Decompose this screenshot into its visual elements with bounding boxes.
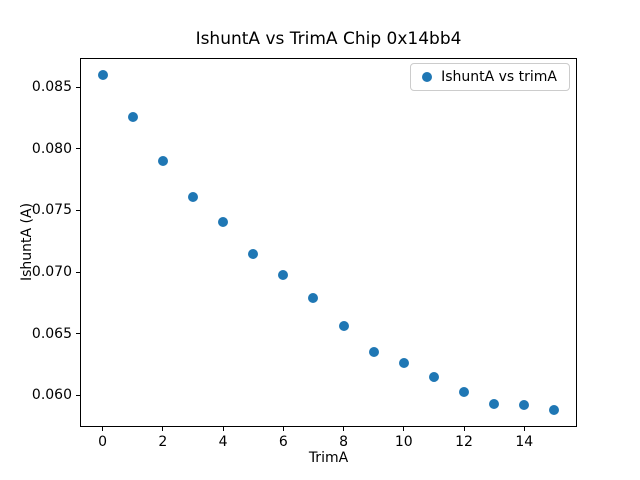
data-point	[428, 371, 439, 382]
y-tick	[76, 394, 80, 396]
data-point	[519, 400, 530, 411]
data-point	[187, 191, 198, 202]
x-tick-label: 0	[98, 434, 108, 450]
y-tick	[76, 209, 80, 211]
x-tick	[343, 427, 345, 431]
y-tick-label: 0.070	[31, 264, 72, 281]
x-tick-label: 14	[515, 434, 534, 450]
x-tick	[523, 427, 525, 431]
chart-title: IshuntA vs TrimA Chip 0x14bb4	[195, 29, 462, 49]
data-point	[459, 386, 470, 397]
data-point	[489, 399, 500, 410]
data-point	[549, 405, 560, 416]
data-point	[248, 248, 259, 259]
data-point	[398, 358, 409, 369]
y-tick-label: 0.065	[31, 325, 72, 342]
y-tick-label: 0.075	[31, 202, 72, 219]
data-point	[127, 111, 138, 122]
x-tick	[222, 427, 224, 431]
x-tick	[162, 427, 164, 431]
x-tick-label: 10	[394, 434, 413, 450]
data-point	[218, 216, 229, 227]
plot-area	[80, 58, 577, 427]
x-tick-label: 6	[278, 434, 288, 450]
y-tick	[76, 271, 80, 273]
legend-marker-dot-icon	[422, 72, 433, 82]
data-point	[97, 69, 108, 80]
x-tick	[463, 427, 465, 431]
x-axis-label: TrimA	[308, 450, 349, 466]
x-tick	[102, 427, 104, 431]
x-tick-label: 8	[339, 434, 348, 450]
data-point	[157, 156, 168, 167]
y-tick-label: 0.060	[31, 387, 72, 404]
x-tick-label: 12	[455, 434, 473, 450]
y-tick-label: 0.080	[31, 140, 72, 157]
data-point	[338, 321, 349, 332]
x-tick	[403, 427, 405, 431]
y-tick	[76, 86, 80, 88]
x-tick-label: 2	[158, 434, 168, 450]
x-tick	[282, 427, 284, 431]
data-point	[368, 347, 379, 358]
x-tick-label: 4	[218, 434, 228, 450]
data-point	[308, 292, 319, 303]
legend-entry-label: IshuntA vs trimA	[441, 69, 557, 85]
data-point	[278, 269, 289, 280]
legend: IshuntA vs trimA	[410, 63, 570, 91]
y-tick	[76, 333, 80, 335]
y-tick	[76, 148, 80, 150]
y-tick-label: 0.085	[31, 79, 72, 96]
